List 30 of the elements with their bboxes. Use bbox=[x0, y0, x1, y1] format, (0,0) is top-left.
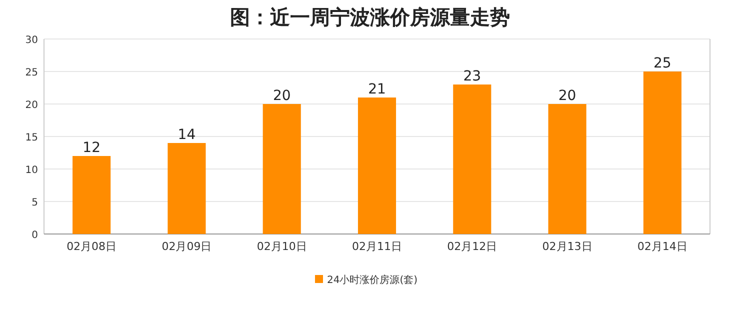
data-label: 14 bbox=[178, 127, 196, 143]
x-tick-label: 02月11日 bbox=[352, 240, 402, 253]
chart-title: 图：近一周宁波涨价房源量走势 bbox=[230, 5, 510, 29]
bar bbox=[358, 98, 396, 234]
y-tick-label: 25 bbox=[25, 68, 38, 78]
bar bbox=[548, 104, 586, 234]
y-tick-label: 0 bbox=[32, 230, 38, 241]
x-tick-label: 02月10日 bbox=[256, 240, 307, 253]
y-tick-label: 20 bbox=[25, 100, 38, 111]
bar bbox=[168, 143, 206, 234]
data-label: 23 bbox=[463, 68, 482, 84]
x-tick-label: 02月09日 bbox=[162, 240, 212, 253]
data-label: 25 bbox=[654, 56, 672, 72]
data-label: 20 bbox=[558, 88, 576, 104]
data-label: 21 bbox=[368, 82, 386, 98]
x-tick-label: 02月13日 bbox=[542, 240, 592, 253]
y-tick-label: 10 bbox=[25, 165, 38, 176]
bar bbox=[72, 156, 111, 234]
x-tick-label: 02月08日 bbox=[66, 240, 117, 253]
legend-label: 24小时涨价房源(套) bbox=[327, 274, 418, 286]
y-tick-label: 5 bbox=[32, 198, 38, 208]
bar bbox=[453, 84, 492, 234]
x-tick-label: 02月12日 bbox=[447, 240, 498, 253]
y-tick-label: 15 bbox=[25, 132, 38, 144]
data-label: 20 bbox=[272, 88, 291, 104]
y-tick-label: 30 bbox=[25, 35, 38, 46]
data-label: 12 bbox=[82, 140, 100, 156]
bar bbox=[262, 104, 301, 234]
bar bbox=[643, 72, 682, 234]
x-tick-label: 02月14日 bbox=[637, 240, 688, 253]
